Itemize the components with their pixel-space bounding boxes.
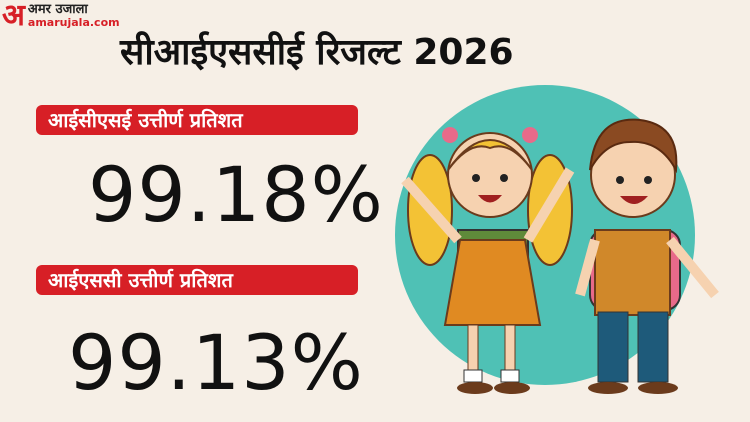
girl-illustration <box>401 127 575 394</box>
icse-pass-label: आईसीएसई उत्तीर्ण प्रतिशत <box>36 105 358 135</box>
logo-mark: अ <box>2 0 25 33</box>
logo-hindi: अमर उजाला <box>27 2 88 17</box>
icse-pass-value: 99.18% <box>88 150 384 239</box>
isc-pass-label: आईएससी उत्तीर्ण प्रतिशत <box>36 265 358 295</box>
logo-english: amarujala.com <box>27 16 120 29</box>
amarujala-logo: अ अमर उजाला amarujala.com <box>2 0 120 32</box>
students-illustration <box>395 85 719 394</box>
isc-pass-value: 99.13% <box>68 318 364 407</box>
boy-illustration <box>575 118 719 394</box>
page-title: सीआईएससीई रिजल्ट 2026 <box>120 32 514 73</box>
